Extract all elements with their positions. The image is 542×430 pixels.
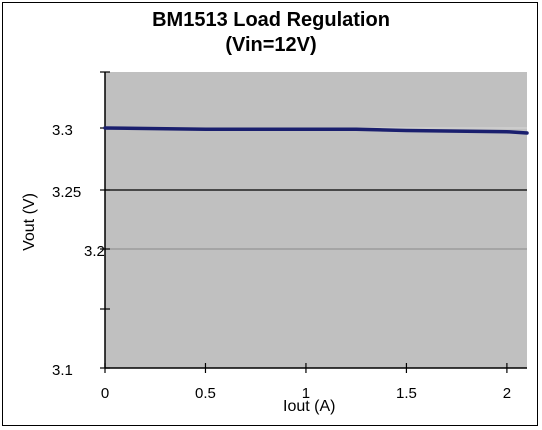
series-line — [103, 126, 529, 135]
chart-subtitle: (Vin=12V) — [225, 34, 317, 56]
x-tick-label: 1 — [302, 385, 310, 402]
chart-title: BM1513 Load Regulation — [152, 9, 390, 31]
y-tick-label: 3.1 — [52, 362, 73, 379]
x-tick-label: 0.5 — [195, 385, 216, 402]
series — [103, 126, 529, 135]
tick-labels: 3.3 3.25 3.2 3.1 0 0.5 1 1.5 2 — [52, 122, 511, 402]
axes — [104, 72, 527, 369]
y-tick-label: 3.25 — [52, 184, 81, 201]
x-axis-label: Iout (A) — [283, 398, 336, 415]
y-tick-label: 3.3 — [52, 122, 73, 139]
x-tick-label: 2 — [503, 385, 511, 402]
y-tick-label: 3.2 — [84, 243, 105, 260]
x-tick-label: 0 — [101, 385, 109, 402]
y-axis-label: Vout (V) — [21, 193, 38, 251]
x-tick-label: 1.5 — [396, 385, 417, 402]
plot-area — [105, 72, 527, 368]
